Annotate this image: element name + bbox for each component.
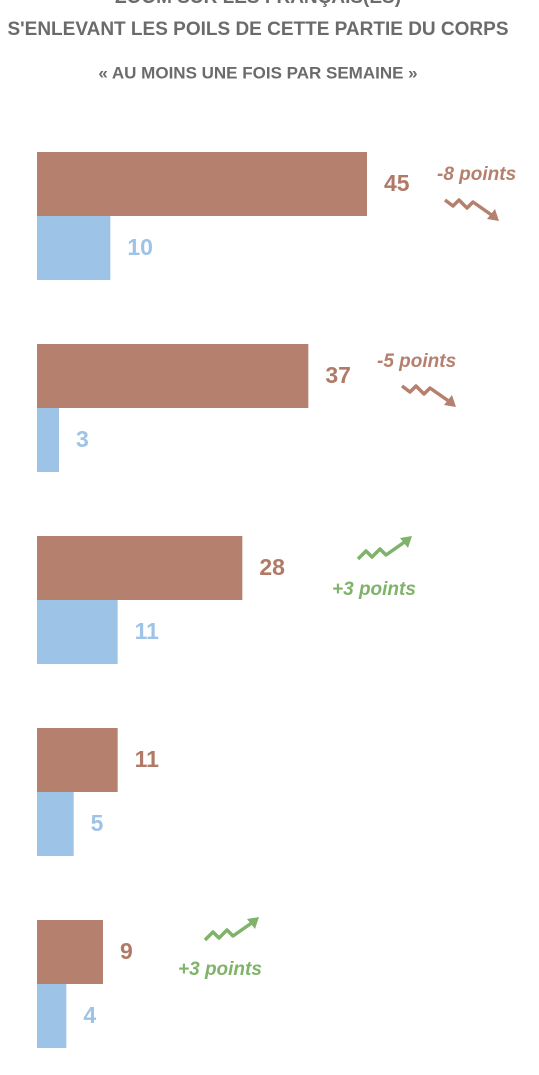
chart-subtitle: « AU MOINS UNE FOIS PAR SEMAINE » xyxy=(98,63,417,82)
value-label: 11 xyxy=(135,618,160,644)
arrow-head xyxy=(444,395,456,407)
bar xyxy=(37,600,118,664)
arrow-head xyxy=(400,536,412,548)
bar xyxy=(37,408,59,472)
trend-arrow xyxy=(203,920,255,942)
bar xyxy=(37,216,111,280)
annotation: -8 points xyxy=(437,164,516,185)
value-label: 4 xyxy=(83,1002,96,1028)
value-label: 45 xyxy=(384,170,410,196)
bar xyxy=(37,920,103,984)
bar xyxy=(37,792,74,856)
bar xyxy=(37,728,118,792)
chart-title: ZOOM SUR LES FRANÇAIS(ES)S'ENLEVANT LES … xyxy=(7,0,508,40)
annotation: -5 points xyxy=(377,351,456,372)
annotation: +3 points xyxy=(178,959,262,980)
trend-arrow xyxy=(356,539,408,561)
value-label: 37 xyxy=(325,362,351,388)
bar xyxy=(37,536,243,600)
trend-arrow xyxy=(400,384,452,404)
value-label: 5 xyxy=(91,810,104,836)
annotation: +3 points xyxy=(332,579,416,600)
value-label: 10 xyxy=(127,234,153,260)
value-label: 9 xyxy=(120,938,133,964)
bar xyxy=(37,344,309,408)
arrow-head xyxy=(247,917,259,929)
value-label: 28 xyxy=(259,554,285,580)
trend-arrow xyxy=(443,198,495,218)
bar xyxy=(37,984,67,1048)
arrow-head xyxy=(487,209,499,221)
value-label: 11 xyxy=(135,746,160,772)
value-label: 3 xyxy=(76,426,89,452)
bar xyxy=(37,152,367,216)
